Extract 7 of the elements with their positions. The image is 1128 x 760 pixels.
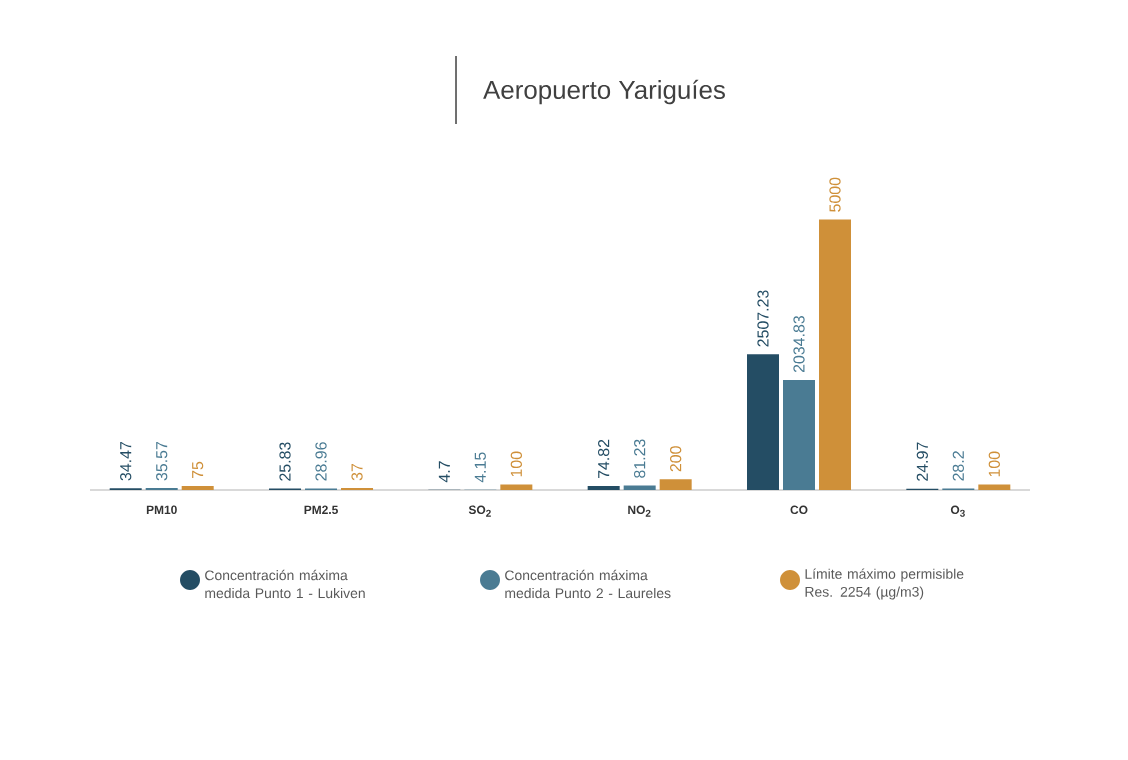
bar bbox=[783, 379, 815, 490]
bar bbox=[500, 484, 533, 490]
chart-title: Aeropuerto Yariguíes bbox=[483, 79, 725, 105]
bar bbox=[747, 354, 779, 490]
bar bbox=[659, 479, 692, 490]
bar bbox=[819, 219, 851, 490]
bar bbox=[978, 484, 1011, 490]
